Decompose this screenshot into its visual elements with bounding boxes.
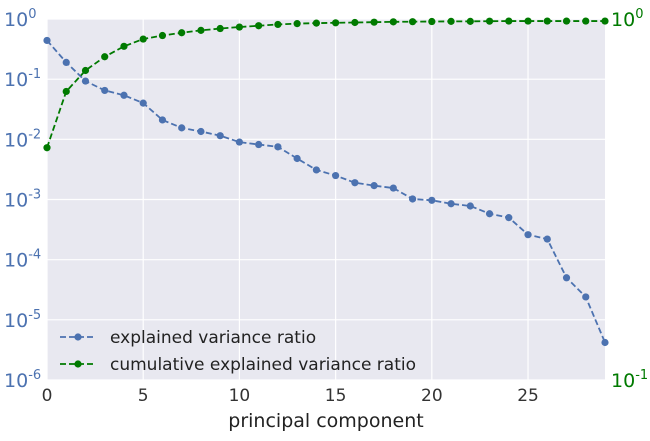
data-point <box>601 338 609 347</box>
data-point <box>216 24 224 33</box>
data-point <box>389 184 397 192</box>
x-tick-label: 15 <box>325 386 347 406</box>
data-point <box>408 18 417 26</box>
data-point <box>312 166 320 174</box>
data-point <box>428 196 436 204</box>
data-point <box>370 182 378 190</box>
data-point <box>370 18 378 26</box>
data-point <box>139 99 147 107</box>
data-point <box>389 18 397 26</box>
data-point <box>178 29 186 37</box>
data-point <box>447 17 455 25</box>
data-point <box>293 154 301 163</box>
data-point <box>428 17 436 26</box>
data-point <box>274 20 282 29</box>
data-point <box>466 17 474 25</box>
data-point <box>562 17 571 25</box>
data-point <box>255 22 263 30</box>
data-point <box>81 77 90 85</box>
legend-marker <box>74 333 82 341</box>
data-point <box>543 17 551 25</box>
x-tick-label: 10 <box>229 386 251 406</box>
data-point <box>274 143 282 151</box>
x-tick-label: 0 <box>42 386 53 406</box>
data-point <box>197 127 205 136</box>
legend-label: explained variance ratio <box>110 328 316 348</box>
data-point <box>582 17 590 25</box>
data-point <box>62 87 70 96</box>
legend-label: cumulative explained variance ratio <box>110 355 416 375</box>
legend-marker <box>74 360 82 368</box>
data-point <box>235 23 244 31</box>
data-point <box>101 86 109 95</box>
data-point <box>120 91 128 99</box>
x-tick-label: 25 <box>517 386 539 406</box>
legend-item: explained variance ratio <box>60 328 316 348</box>
data-point <box>62 58 70 66</box>
data-point <box>293 20 301 28</box>
y-left-tick-label: 10-1 <box>4 67 41 91</box>
y-left-tick-label: 100 <box>4 7 36 31</box>
data-point <box>139 35 147 43</box>
data-point <box>43 144 51 152</box>
data-point <box>312 19 320 27</box>
data-point <box>158 31 167 40</box>
data-point <box>505 214 513 222</box>
data-point <box>408 195 417 203</box>
data-point <box>543 235 551 243</box>
data-point <box>81 66 90 75</box>
data-point <box>524 231 532 239</box>
data-point <box>332 19 340 27</box>
data-point <box>43 36 51 45</box>
y-left-tick-label: 10-5 <box>4 308 41 332</box>
y-right-tick-label: 10-1 <box>611 368 648 392</box>
data-point <box>351 179 359 187</box>
y-left-tick-label: 10-2 <box>4 127 41 151</box>
data-point <box>197 26 205 34</box>
y-right-tick-label: 100 <box>611 7 643 31</box>
data-point <box>447 200 455 208</box>
y-left-tick-label: 10-3 <box>4 188 41 212</box>
data-point <box>466 202 474 210</box>
data-point <box>158 116 167 124</box>
data-point <box>562 274 571 282</box>
y-left-tick-label: 10-4 <box>4 248 41 272</box>
data-point <box>120 42 128 50</box>
x-axis-label: principal component <box>228 410 423 432</box>
y-left-tick-label: 10-6 <box>4 368 41 392</box>
data-point <box>351 18 359 27</box>
x-tick-label: 20 <box>421 386 443 406</box>
series-line-0 <box>46 39 606 343</box>
data-point <box>255 140 263 149</box>
data-point <box>582 293 590 301</box>
data-point <box>235 138 244 146</box>
data-point <box>216 132 224 140</box>
data-point <box>332 171 340 180</box>
data-point <box>485 17 494 25</box>
data-point <box>178 124 186 132</box>
data-point <box>485 210 494 218</box>
data-point <box>601 17 609 25</box>
data-point <box>101 53 109 61</box>
data-point <box>524 17 532 25</box>
data-point <box>505 17 513 25</box>
x-tick-label: 5 <box>138 386 149 406</box>
legend-item: cumulative explained variance ratio <box>60 355 416 375</box>
